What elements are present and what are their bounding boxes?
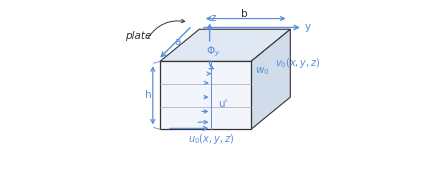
Text: a: a	[175, 37, 181, 47]
Text: z: z	[211, 13, 216, 23]
Polygon shape	[251, 29, 290, 129]
Polygon shape	[160, 61, 251, 129]
Text: $v_0(x,y,z)$: $v_0(x,y,z)$	[276, 56, 321, 70]
Polygon shape	[160, 29, 290, 61]
Text: u': u'	[218, 99, 228, 109]
Text: h: h	[145, 90, 152, 100]
Text: b: b	[242, 9, 248, 19]
Text: y: y	[304, 22, 310, 32]
Text: plate: plate	[125, 31, 152, 41]
Text: $\Phi_y$: $\Phi_y$	[206, 44, 221, 59]
Text: $u_0(x,y,z)$: $u_0(x,y,z)$	[188, 132, 234, 146]
Text: $w_0$: $w_0$	[255, 65, 269, 77]
